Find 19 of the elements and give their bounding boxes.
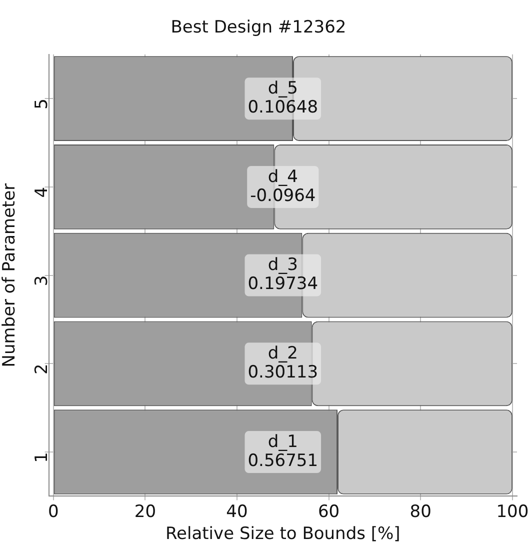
y-axis-title: Number of Parameter <box>0 183 20 368</box>
y-tick-label: 2 <box>32 364 52 374</box>
y-tick-label: 3 <box>32 275 52 286</box>
data-label: d_2 0.30113 <box>248 344 318 383</box>
x-tick-label: 0 <box>48 502 59 522</box>
data-label: d_1 0.56751 <box>248 432 318 471</box>
x-tick-label: 100 <box>496 502 529 522</box>
y-tick-label: 5 <box>32 98 52 110</box>
chart-title: Best Design #12362 <box>170 18 346 38</box>
x-tick-label: 40 <box>226 502 248 522</box>
x-axis-title: Relative Size to Bounds [%] <box>165 524 400 544</box>
x-tick-label: 20 <box>134 502 156 522</box>
y-tick-label: 1 <box>32 452 52 463</box>
data-label: d_5 0.10648 <box>248 78 318 118</box>
x-tick-label: 60 <box>318 502 340 522</box>
y-tick-label: 4 <box>32 186 52 198</box>
data-label: d_3 0.19734 <box>248 255 318 294</box>
x-tick-label: 80 <box>410 502 432 522</box>
data-label: d_4 -0.0964 <box>250 166 316 206</box>
